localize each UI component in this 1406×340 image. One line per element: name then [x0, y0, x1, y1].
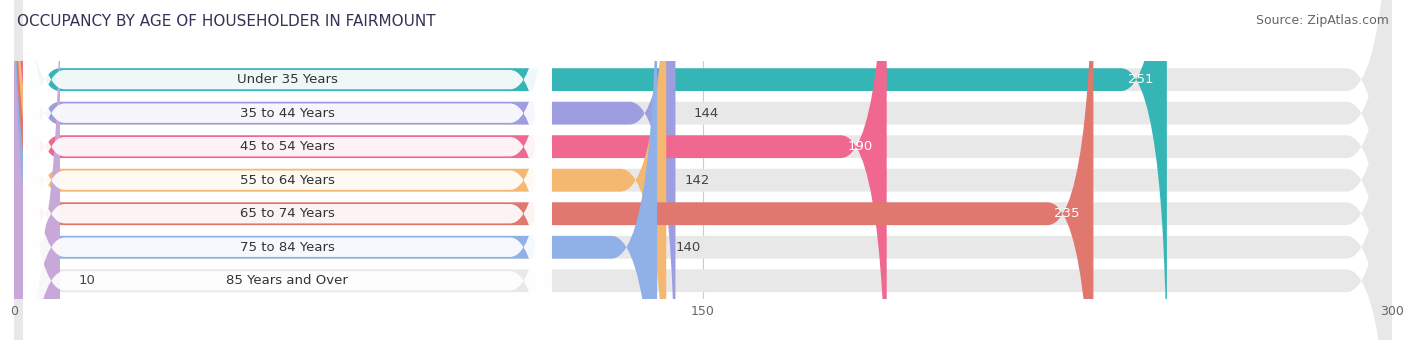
FancyBboxPatch shape: [14, 0, 1392, 340]
FancyBboxPatch shape: [14, 0, 1392, 340]
Text: Source: ZipAtlas.com: Source: ZipAtlas.com: [1256, 14, 1389, 27]
Text: 85 Years and Over: 85 Years and Over: [226, 274, 349, 287]
FancyBboxPatch shape: [24, 0, 551, 340]
Text: 251: 251: [1128, 73, 1153, 86]
FancyBboxPatch shape: [14, 0, 60, 340]
FancyBboxPatch shape: [14, 0, 1167, 340]
Text: 235: 235: [1054, 207, 1080, 220]
FancyBboxPatch shape: [14, 0, 1094, 340]
Text: 55 to 64 Years: 55 to 64 Years: [240, 174, 335, 187]
FancyBboxPatch shape: [14, 0, 1392, 340]
FancyBboxPatch shape: [24, 0, 551, 340]
Text: 144: 144: [693, 107, 718, 120]
FancyBboxPatch shape: [24, 0, 551, 340]
Text: 142: 142: [685, 174, 710, 187]
FancyBboxPatch shape: [14, 0, 1392, 340]
FancyBboxPatch shape: [14, 0, 1392, 340]
Text: 35 to 44 Years: 35 to 44 Years: [240, 107, 335, 120]
Text: 65 to 74 Years: 65 to 74 Years: [240, 207, 335, 220]
Text: 140: 140: [675, 241, 700, 254]
FancyBboxPatch shape: [14, 0, 657, 340]
FancyBboxPatch shape: [24, 0, 551, 340]
Text: 75 to 84 Years: 75 to 84 Years: [240, 241, 335, 254]
Text: OCCUPANCY BY AGE OF HOUSEHOLDER IN FAIRMOUNT: OCCUPANCY BY AGE OF HOUSEHOLDER IN FAIRM…: [17, 14, 436, 29]
FancyBboxPatch shape: [14, 0, 675, 340]
Text: 10: 10: [79, 274, 96, 287]
FancyBboxPatch shape: [14, 0, 1392, 340]
Text: 190: 190: [848, 140, 873, 153]
FancyBboxPatch shape: [14, 0, 1392, 340]
FancyBboxPatch shape: [24, 0, 551, 340]
FancyBboxPatch shape: [14, 0, 887, 340]
Text: Under 35 Years: Under 35 Years: [236, 73, 337, 86]
FancyBboxPatch shape: [14, 0, 666, 340]
Text: 45 to 54 Years: 45 to 54 Years: [240, 140, 335, 153]
FancyBboxPatch shape: [24, 0, 551, 340]
FancyBboxPatch shape: [24, 0, 551, 340]
